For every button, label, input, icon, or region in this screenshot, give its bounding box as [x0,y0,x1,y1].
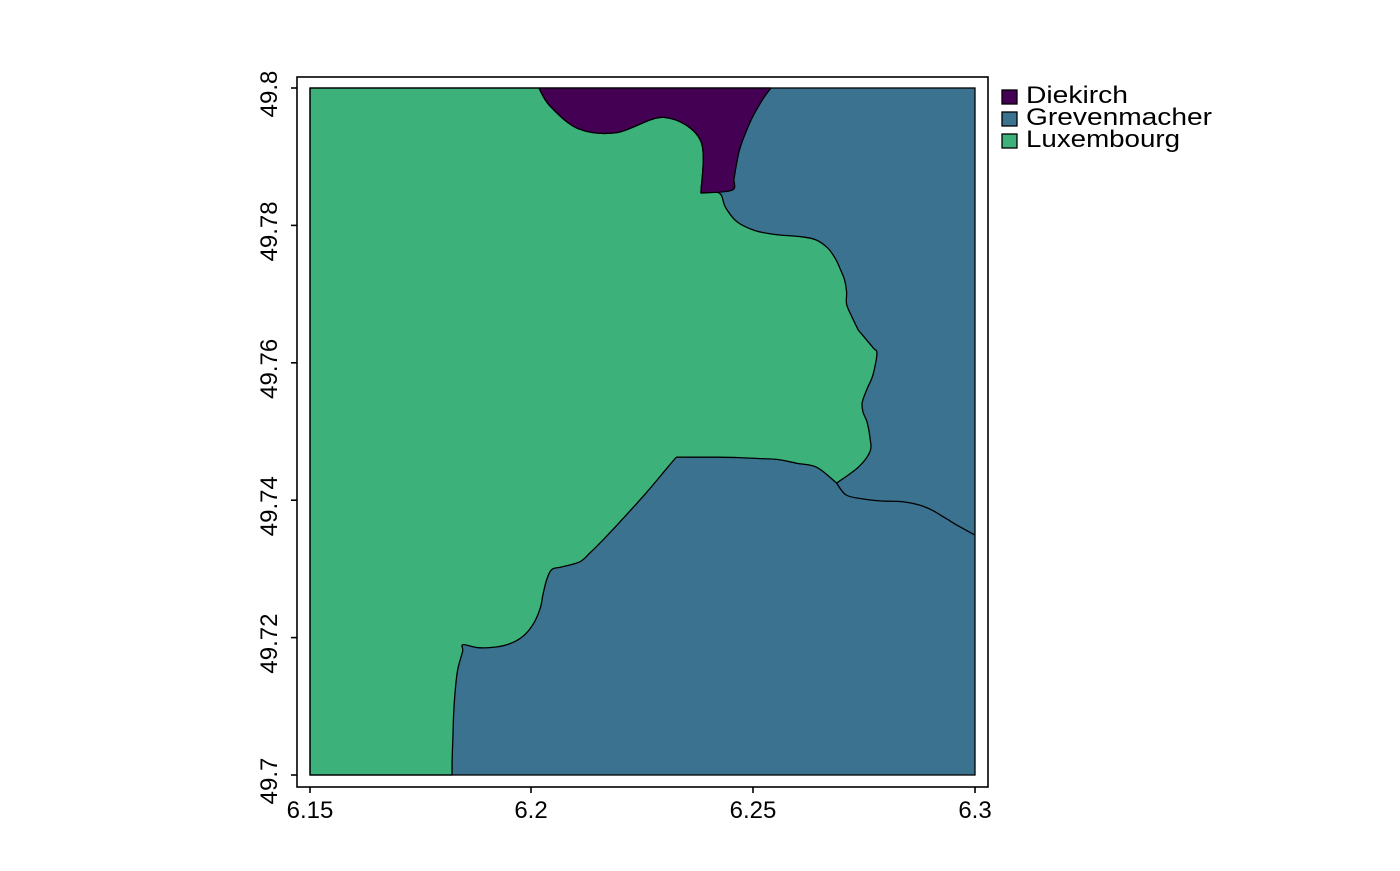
svg-text:49.72: 49.72 [256,614,283,674]
svg-text:49.74: 49.74 [256,476,283,536]
svg-text:49.76: 49.76 [256,339,283,399]
svg-text:49.7: 49.7 [256,758,283,805]
svg-text:6.25: 6.25 [730,797,777,824]
svg-text:Luxembourg: Luxembourg [1026,126,1180,153]
svg-text:49.8: 49.8 [256,71,283,118]
svg-text:49.78: 49.78 [256,201,283,261]
svg-text:6.15: 6.15 [287,797,334,824]
svg-text:6.3: 6.3 [958,797,991,824]
svg-text:6.2: 6.2 [514,797,547,824]
